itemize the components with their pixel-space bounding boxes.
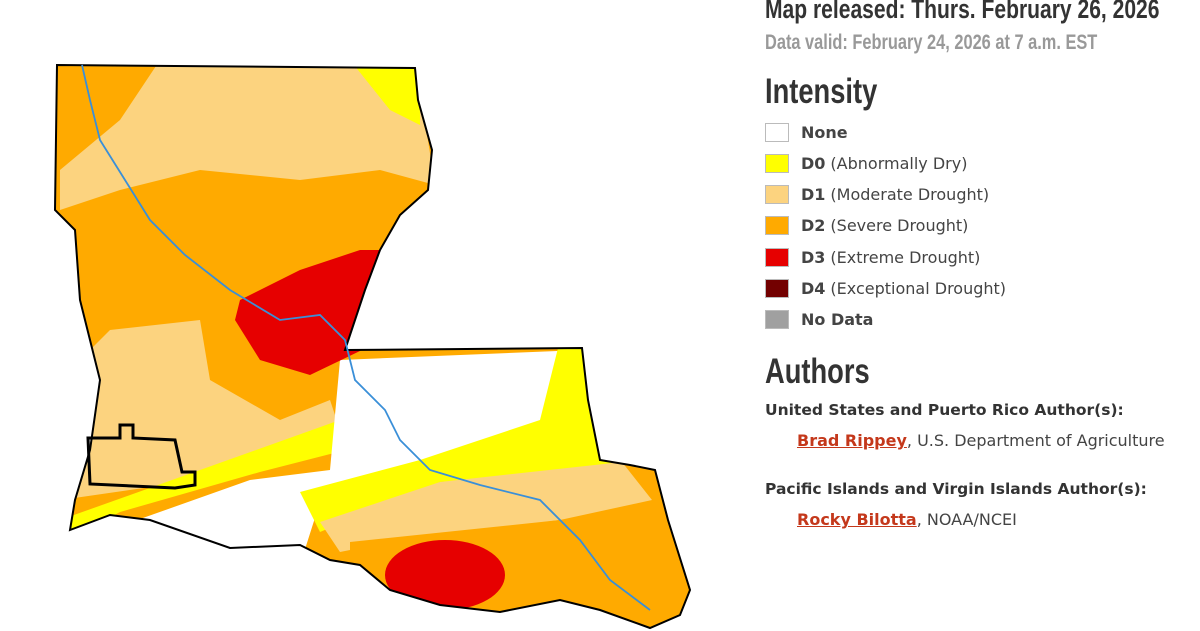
legend-desc: (Exceptional Drought) [830,279,1007,298]
legend-desc: (Severe Drought) [830,216,969,236]
author-line: Brad Rippey, U.S. Department of Agricult… [797,431,1165,450]
legend-swatch [765,122,789,142]
author-link[interactable]: Rocky Bilotta [797,510,917,529]
author-affiliation: , U.S. Department of Agriculture [906,431,1165,450]
legend-item: D2 (Severe Drought) [765,215,968,237]
legend-code: D2 [801,216,826,236]
legend-desc: (Moderate Drought) [830,185,990,205]
legend-swatch [765,185,789,205]
drought-map [53,63,692,630]
author-heading: Pacific Islands and Virgin Islands Autho… [765,480,1147,498]
legend-swatch [765,310,789,330]
intensity-title: Intensity [765,72,878,111]
legend-code: D3 [801,247,826,267]
legend-item: D3 (Extreme Drought) [765,246,980,268]
legend-item: D0 (Abnormally Dry) [765,152,967,174]
author-heading: United States and Puerto Rico Author(s): [765,401,1124,419]
legend-item: No Data [765,309,873,331]
legend-desc: (Abnormally Dry) [830,153,968,173]
author-link[interactable]: Brad Rippey [797,431,907,450]
legend-swatch [765,247,789,267]
legend-code: D4 [801,279,826,298]
valid-date: Data valid: February 24, 2026 at 7 a.m. … [765,31,1098,54]
legend-name: No Data [801,310,874,330]
legend-code: D0 [801,153,826,173]
legend-swatch [765,216,789,236]
author-line: Rocky Bilotta, NOAA/NCEI [797,510,1017,529]
legend-desc: (Extreme Drought) [830,247,981,267]
legend-name: None [801,122,848,142]
authors-title: Authors [765,352,870,391]
legend-item: D1 (Moderate Drought) [765,184,989,206]
legend-code: D1 [801,185,826,205]
author-affiliation: , NOAA/NCEI [916,510,1017,529]
release-date: Map released: Thurs. February 26, 2026 [765,0,1160,24]
legend-item: D4 (Exceptional Drought) [765,278,1006,300]
legend-swatch [765,279,789,298]
legend-item: None [765,121,848,143]
legend-swatch [765,153,789,173]
